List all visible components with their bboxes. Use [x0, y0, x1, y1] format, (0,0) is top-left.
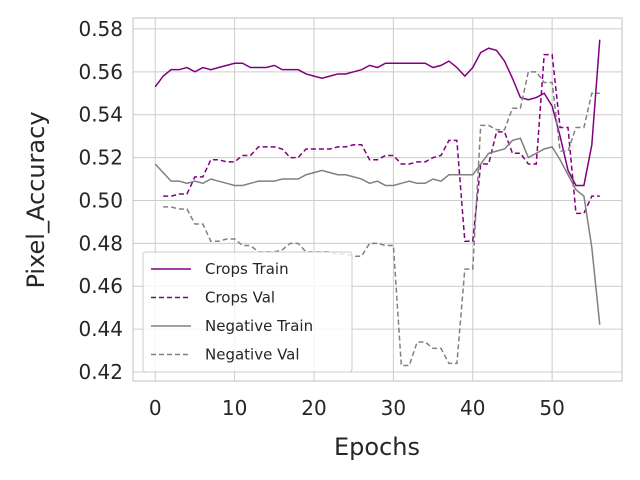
y-tick-label: 0.56	[78, 60, 123, 84]
y-axis-label: Pixel_Accuracy	[22, 111, 50, 288]
legend: Crops Train Crops Val Negative Train Negati…	[142, 251, 353, 373]
x-tick-label: 10	[222, 396, 247, 420]
y-tick-label: 0.42	[78, 360, 123, 384]
y-tick-label: 0.58	[78, 17, 123, 41]
y-tick-label: 0.44	[78, 317, 123, 341]
series-line	[154, 39, 601, 187]
x-axis-label: Epochs	[334, 433, 420, 461]
legend-label: Negative Val	[205, 346, 300, 364]
x-tick-label: 30	[381, 396, 406, 420]
y-tick-label: 0.50	[78, 188, 123, 212]
series-line	[163, 71, 600, 367]
x-tick-label: 40	[460, 396, 485, 420]
plot-frame	[132, 17, 623, 382]
x-tick-label: 20	[301, 396, 326, 420]
y-tick-label: 0.52	[78, 146, 123, 170]
series-line	[154, 137, 601, 325]
x-tick-label: 50	[539, 396, 564, 420]
y-tick-label: 0.54	[78, 103, 123, 127]
y-tick-label: 0.48	[78, 231, 123, 255]
legend-label: Negative Train	[205, 317, 313, 335]
x-tick-label: 0	[149, 396, 162, 420]
legend-label: Crops Train	[205, 260, 289, 278]
series-line	[163, 53, 600, 242]
legend-box	[142, 251, 353, 373]
lines	[154, 39, 601, 367]
legend-label: Crops Val	[205, 289, 275, 307]
y-tick-label: 0.46	[78, 274, 123, 298]
